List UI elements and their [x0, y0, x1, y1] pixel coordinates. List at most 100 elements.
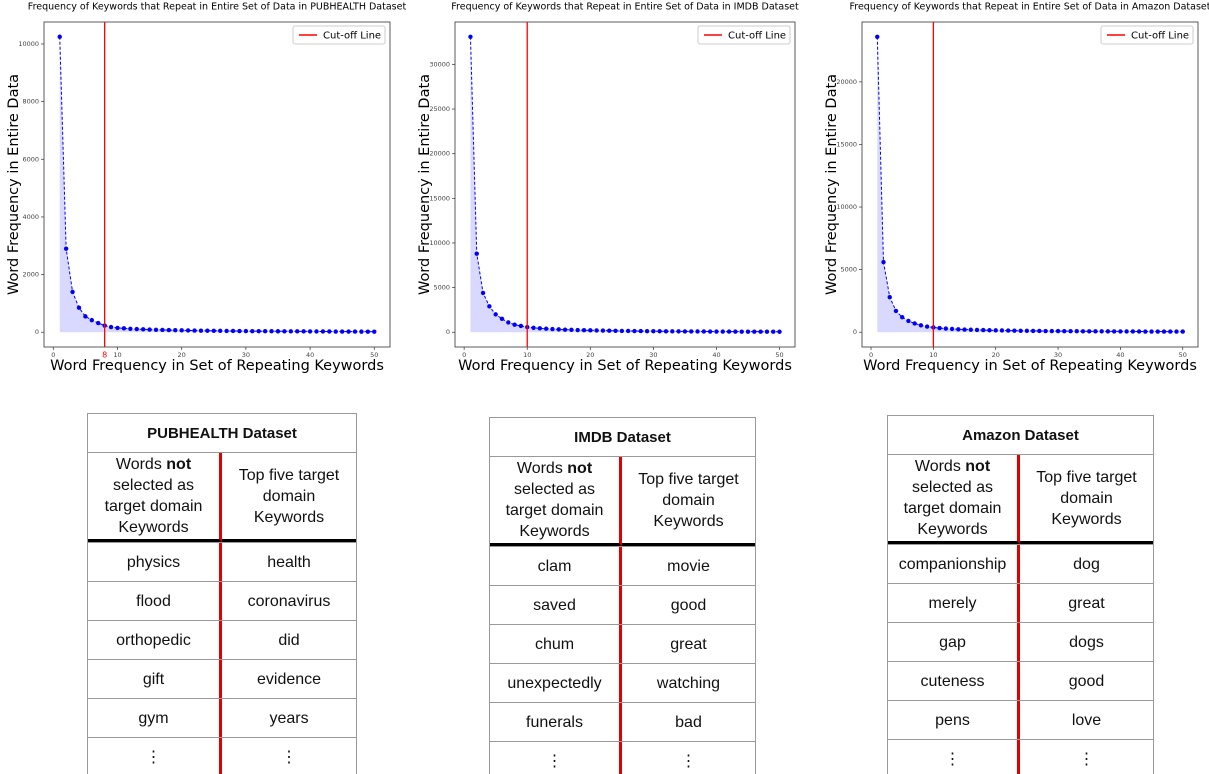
point [224, 328, 229, 334]
table-title: Amazon Dataset [888, 416, 1153, 455]
point [115, 325, 120, 331]
point [205, 328, 210, 333]
y-axis-label: Word Frequency in Entire Data [824, 74, 840, 295]
table-row: flood coronavirus [88, 582, 356, 621]
point [499, 316, 505, 322]
point [1062, 328, 1067, 334]
table-row: companionship dog [888, 545, 1153, 584]
point [771, 329, 776, 334]
y-tick-label: 8000 [22, 98, 39, 106]
table-cell: pens [888, 701, 1021, 739]
point [1049, 328, 1055, 334]
column-header: Top five target domain Keywords [1020, 455, 1153, 544]
line [876, 36, 1183, 333]
point [359, 329, 364, 334]
point [1118, 329, 1123, 334]
table-row: clam movie [490, 547, 755, 586]
y-tick-label: 30000 [429, 60, 450, 68]
point [256, 328, 261, 334]
x-tick-label: 40 [1116, 351, 1124, 359]
point [1130, 329, 1136, 334]
table-cell: gap [888, 623, 1021, 661]
point [63, 246, 69, 251]
point [887, 294, 892, 300]
point [974, 327, 980, 333]
point [487, 304, 492, 309]
column-header: Words not selected as target domain Keyw… [490, 457, 623, 546]
point [250, 328, 255, 334]
point [638, 328, 643, 334]
chart-title: Frequency of Keywords that Repeat in Ent… [451, 2, 799, 13]
header-text: Words not selected as target domain Keyw… [490, 458, 619, 542]
area [59, 36, 375, 333]
point [70, 289, 75, 295]
x-tick-label: 10 [113, 351, 121, 359]
table-cell: ⋮ [680, 752, 697, 770]
table-row: gym years [88, 699, 356, 738]
point [1024, 328, 1030, 334]
point [198, 328, 204, 333]
table-cell: great [670, 635, 707, 653]
bold-word: not [567, 460, 593, 477]
point [968, 327, 973, 332]
chart: Frequency of Keywords that Repeat in Ent… [824, 2, 1209, 375]
point [875, 34, 880, 39]
point [480, 290, 486, 296]
point [543, 326, 549, 331]
table-cell: health [267, 553, 311, 571]
point [518, 323, 524, 329]
y-tick-label: 10000 [429, 239, 450, 247]
legend-box [1100, 25, 1194, 45]
point [468, 34, 473, 39]
line [469, 36, 780, 333]
table-cell: unexpectedly [490, 664, 623, 702]
point [987, 328, 992, 333]
point [613, 328, 618, 333]
x-tick-label: 0 [51, 351, 55, 359]
point [1168, 329, 1173, 334]
point [575, 327, 580, 333]
table-cell: flood [88, 582, 223, 620]
point [594, 328, 599, 333]
y-tick-label: 10000 [18, 40, 39, 48]
point [531, 325, 536, 330]
y-tick-label: 25000 [429, 105, 450, 113]
x-tick-label: 40 [306, 351, 314, 359]
table-cell: clam [490, 547, 623, 585]
point [1037, 328, 1042, 334]
table-row: chum great [490, 625, 755, 664]
y-tick-label: 15000 [429, 194, 450, 202]
table-cell: gym [88, 699, 223, 737]
bold-word: not [166, 456, 192, 473]
table-row: unexpectedly watching [490, 664, 755, 703]
point [689, 329, 694, 334]
point [981, 327, 986, 333]
point [537, 326, 543, 331]
point [663, 329, 669, 334]
point [166, 327, 172, 333]
point [474, 251, 479, 256]
point [1074, 329, 1079, 334]
x-tick-label: 50 [370, 351, 378, 359]
point [1180, 329, 1185, 334]
table-cell: good [670, 596, 707, 614]
table-row: ⋮ ⋮ [888, 740, 1153, 774]
point [134, 326, 139, 332]
table-cell: years [269, 709, 309, 727]
point [924, 324, 930, 329]
table: PUBHEALTH Dataset Words not selected as t… [87, 413, 357, 774]
point [745, 329, 751, 334]
point [1111, 329, 1117, 334]
table-cell: companionship [888, 545, 1021, 583]
point [893, 308, 899, 314]
charts: Frequency of Keywords that Repeat in Ent… [6, 2, 1209, 375]
point [657, 329, 662, 334]
y-tick-label: 4000 [22, 213, 39, 221]
point [644, 328, 650, 334]
x-axis-label: Word Frequency in Set of Repeating Keywo… [50, 358, 384, 374]
table-row: gap dogs [888, 623, 1153, 662]
x-tick-label: 20 [992, 351, 1000, 359]
point [1149, 329, 1154, 334]
x-tick-label: 30 [649, 351, 657, 359]
point [1105, 329, 1111, 334]
